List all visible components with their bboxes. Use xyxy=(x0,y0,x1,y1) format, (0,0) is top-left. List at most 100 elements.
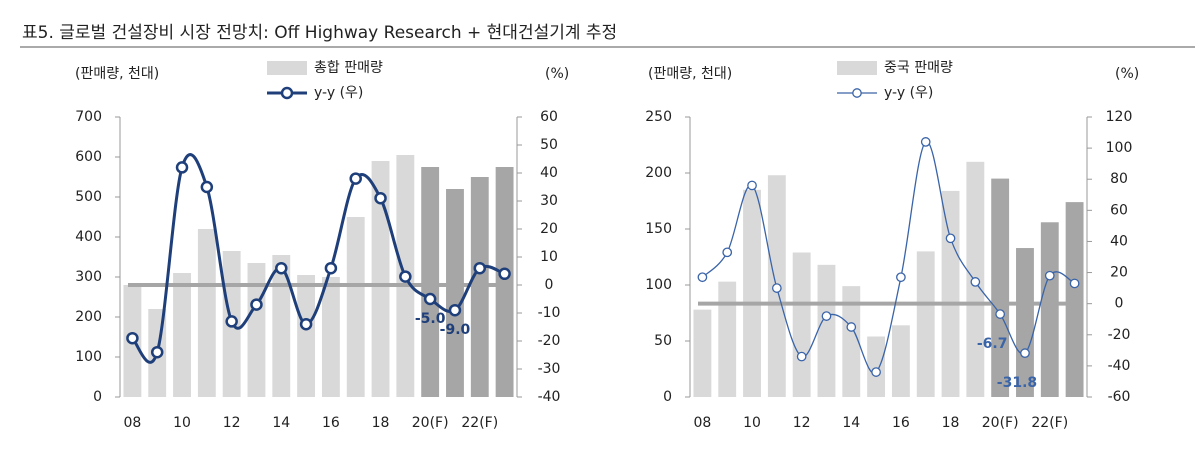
y-tick-label: 0 xyxy=(663,389,672,405)
x-tick-label: 10 xyxy=(173,415,191,431)
y2-tick-label: 80 xyxy=(1110,171,1128,187)
point xyxy=(871,367,881,377)
x-tick-label: 20(F) xyxy=(412,415,449,431)
point xyxy=(771,283,782,293)
x-tick-label: 18 xyxy=(372,415,390,431)
point xyxy=(920,137,931,147)
point xyxy=(126,331,139,345)
y2-tick-label: 10 xyxy=(540,249,558,265)
y-axis-label: (판매량, 천대) xyxy=(75,66,159,82)
y-axis-label: (판매량, 천대) xyxy=(648,66,732,82)
bar xyxy=(421,167,440,397)
point xyxy=(747,180,757,191)
bar xyxy=(346,217,365,397)
y2-tick-label: 100 xyxy=(1106,140,1133,156)
point xyxy=(374,191,387,205)
bar xyxy=(991,178,1010,397)
point xyxy=(175,161,189,174)
y-tick-label: 100 xyxy=(645,277,672,293)
point xyxy=(324,261,338,275)
point xyxy=(896,272,906,283)
y-tick-label: 200 xyxy=(75,309,102,325)
y2-tick-label: 0 xyxy=(1115,296,1124,312)
x-tick-label: 16 xyxy=(892,415,910,431)
point xyxy=(995,309,1006,319)
bar xyxy=(272,255,291,397)
line xyxy=(701,141,1075,374)
page-title: 표5. 글로벌 건설장비 시장 전망치: Off Highway Researc… xyxy=(22,23,617,43)
point xyxy=(1020,348,1030,358)
y-tick-label: 600 xyxy=(75,149,102,165)
y2-tick-label: -30 xyxy=(538,361,561,377)
point xyxy=(225,315,238,328)
legend-label: y-y (우) xyxy=(884,85,933,101)
bar xyxy=(495,167,514,397)
bar xyxy=(446,189,464,397)
y-tick-label: 100 xyxy=(75,349,102,365)
bar xyxy=(297,275,316,397)
y2-tick-label: 40 xyxy=(540,165,558,181)
point xyxy=(846,322,857,332)
y2-tick-label: 60 xyxy=(1110,202,1128,218)
y2-tick-label: -40 xyxy=(538,389,561,405)
bar xyxy=(1065,202,1084,397)
y-tick-label: 700 xyxy=(75,109,102,125)
point xyxy=(423,292,437,306)
y2-tick-label: 60 xyxy=(540,109,558,125)
bar xyxy=(792,252,811,397)
y2-tick-label: -20 xyxy=(1108,327,1131,343)
x-tick-label: 08 xyxy=(123,415,141,431)
point xyxy=(697,272,708,283)
x-tick-label: 08 xyxy=(693,415,711,431)
point xyxy=(275,261,288,275)
point xyxy=(200,180,214,194)
data-label: -5.0 xyxy=(415,311,446,327)
bar xyxy=(693,309,712,397)
point xyxy=(796,351,807,362)
legend-label: 총합 판매량 xyxy=(314,60,383,76)
x-tick-label: 12 xyxy=(793,415,811,431)
point xyxy=(299,317,313,331)
x-tick-label: 16 xyxy=(322,415,340,431)
bar xyxy=(197,229,216,397)
point xyxy=(349,172,362,185)
bar xyxy=(867,336,886,397)
x-tick-label: 14 xyxy=(842,415,860,431)
point xyxy=(722,247,733,258)
bar xyxy=(718,281,737,397)
y2-tick-label: 120 xyxy=(1106,109,1133,125)
point xyxy=(498,267,511,281)
legend-marker xyxy=(280,86,294,100)
y2-tick-label: 20 xyxy=(1110,265,1128,281)
bar xyxy=(1016,248,1034,397)
point xyxy=(1044,270,1055,281)
point xyxy=(821,311,832,321)
point xyxy=(970,277,981,287)
y-tick-label: 400 xyxy=(75,229,102,245)
data-label: -9.0 xyxy=(440,322,471,338)
y2-tick-label: -60 xyxy=(1108,389,1131,405)
x-tick-label: 18 xyxy=(942,415,960,431)
y-tick-label: 150 xyxy=(645,221,672,237)
x-tick-label: 12 xyxy=(223,415,241,431)
point xyxy=(473,261,487,275)
legend-label: y-y (우) xyxy=(314,85,363,101)
bar xyxy=(916,251,935,397)
point xyxy=(945,233,956,244)
bar xyxy=(891,325,910,397)
y2-axis-label: (%) xyxy=(545,66,569,82)
legend-marker xyxy=(852,88,862,98)
y2-tick-label: 50 xyxy=(540,137,558,153)
bar xyxy=(941,190,960,397)
point xyxy=(1069,278,1080,289)
x-tick-label: 14 xyxy=(272,415,290,431)
point xyxy=(399,270,412,283)
bar xyxy=(371,161,390,397)
y-tick-label: 300 xyxy=(75,269,102,285)
bar xyxy=(1040,222,1059,397)
x-tick-label: 22(F) xyxy=(461,415,498,431)
x-tick-label: 22(F) xyxy=(1031,415,1068,431)
data-label: -6.7 xyxy=(977,336,1008,352)
y-tick-label: 500 xyxy=(75,189,102,205)
bar xyxy=(173,273,191,397)
